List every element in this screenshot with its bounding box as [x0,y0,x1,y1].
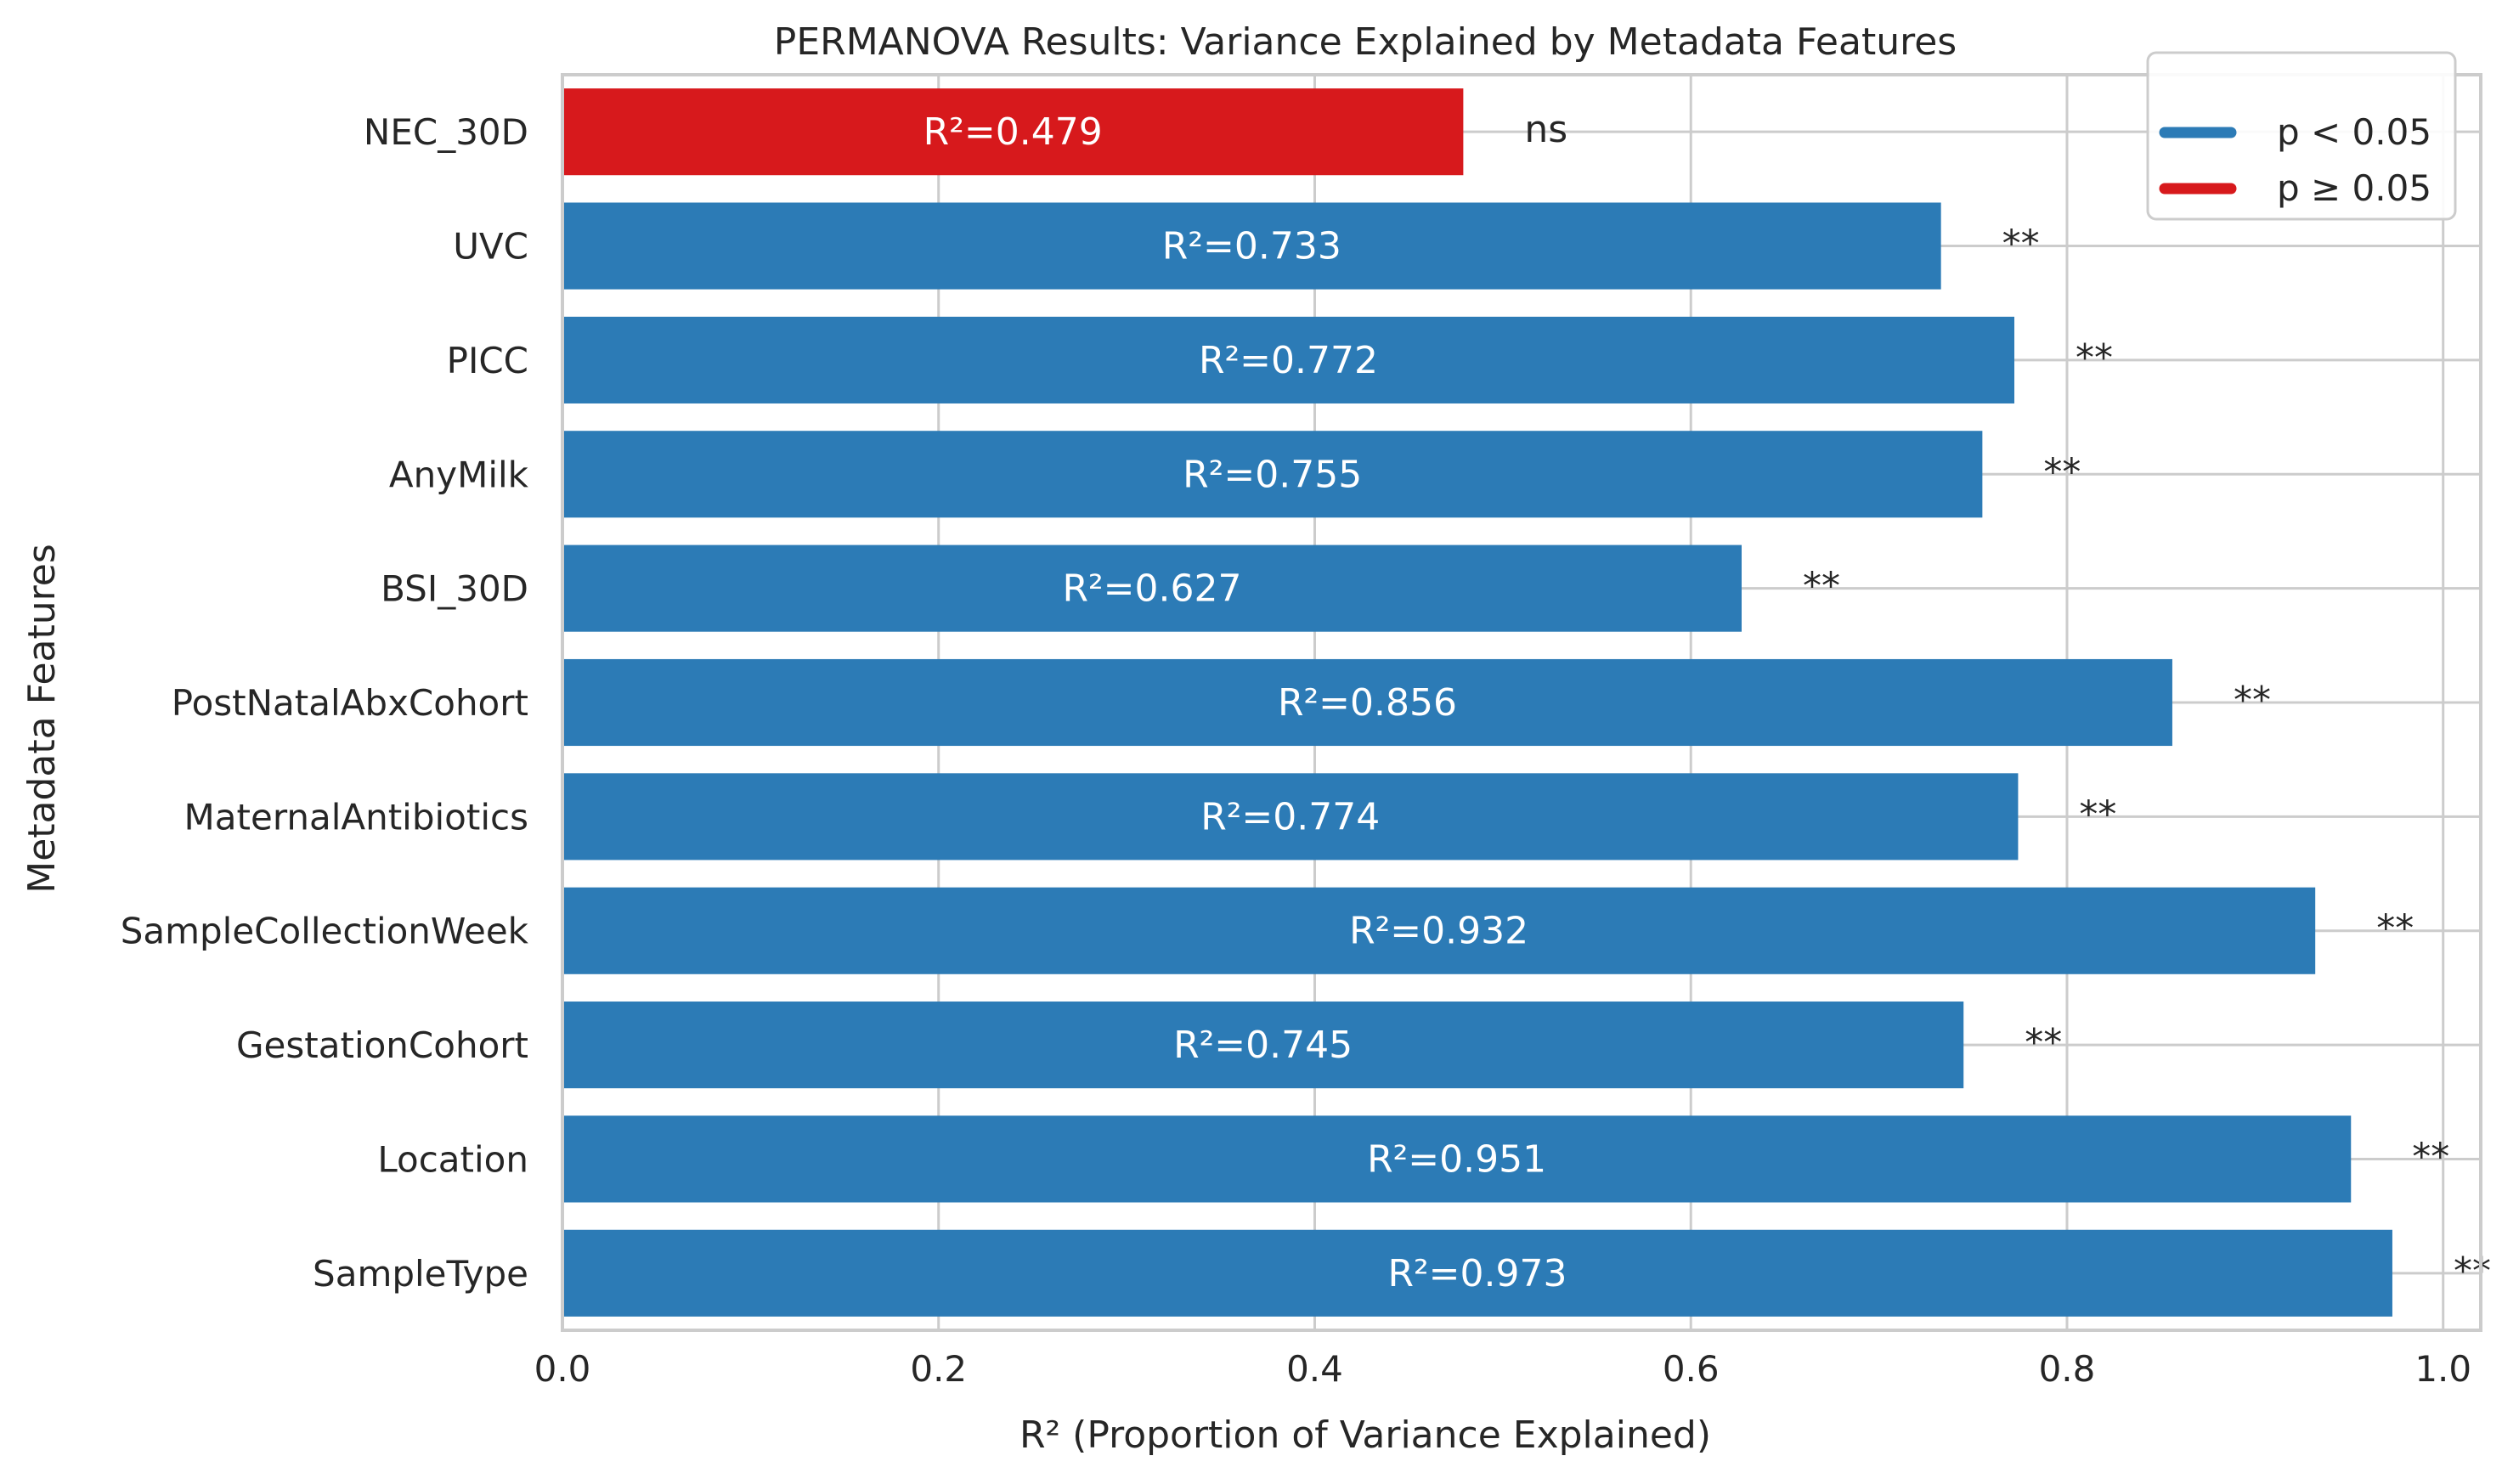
bar-SampleCollectionWeek [562,887,2316,974]
y-tick-label: NEC_30D [364,111,528,153]
legend-box [2146,51,2457,221]
y-tick-label: SampleType [313,1253,528,1295]
legend: p < 0.05 p ≥ 0.05 [2146,51,2457,221]
y-axis-label: Metadata Features [20,544,64,894]
y-tick-label: GestationCohort [236,1024,528,1066]
significance-marker: ** [2043,450,2081,494]
bar-UVC [562,202,1941,290]
bar-PostNatalAbxCohort [562,658,2172,747]
bar-value-label: R²=0.745 [1173,1024,1353,1067]
legend-label-nonsignificant: p ≥ 0.05 [2277,167,2431,209]
bar-value-label: R²=0.479 [923,110,1103,154]
y-tick-label: SampleCollectionWeek [121,911,529,952]
significance-marker: ** [2025,1021,2062,1064]
bar-value-label: R²=0.951 [1367,1137,1546,1181]
bar-GestationCohort [562,1002,1964,1089]
bar-NEC_30D [562,88,1464,176]
bar-value-label: R²=0.772 [1199,339,1378,382]
x-tick-label: 0.0 [534,1348,591,1390]
x-tick-label: 0.8 [2039,1348,2096,1390]
bar-value-label: R²=0.774 [1200,795,1380,838]
significance-marker: ** [2412,1135,2449,1178]
x-tick-label: 0.4 [1286,1348,1343,1390]
plot-frame [561,73,2482,1332]
significance-marker: ** [2076,336,2113,380]
bar-value-label: R²=0.627 [1062,567,1241,611]
significance-marker: ns [1524,108,1567,151]
y-tick-label: BSI_30D [381,568,528,610]
y-tick-label: MaternalAntibiotics [184,796,528,838]
bar-value-label: R²=0.973 [1387,1252,1567,1295]
bar-value-label: R²=0.755 [1183,453,1362,496]
bar-AnyMilk [562,431,1983,518]
bar-PICC [562,316,2014,403]
significance-marker: ** [2079,793,2116,836]
bar-layer: R²=0.479 ns R²=0.733 ** R²=0.772 ** R²=0.755 **… [562,88,2491,1317]
bar-BSI_30D [562,545,1742,632]
x-tick-label: 0.6 [1663,1348,1720,1390]
x-tick-label: 1.0 [2414,1348,2471,1390]
x-axis-label: R² (Proportion of Variance Explained) [1019,1413,1711,1457]
y-tick-label: Location [377,1138,528,1180]
bar-Location [562,1115,2352,1203]
y-tick-label: AnyMilk [389,454,529,495]
significance-marker: ** [2234,679,2271,722]
significance-marker: ** [1803,565,1840,608]
significance-marker: ** [2454,1250,2491,1293]
tick-layer: 0.0 0.2 0.4 0.6 0.8 1.0 NEC_30D UVC PICC AnyMilk B… [121,111,2471,1390]
significance-marker: ** [2376,907,2414,951]
chart-title: PERMANOVA Results: Variance Explained by… [774,20,1957,64]
bar-value-label: R²=0.733 [1162,225,1341,268]
bar-MaternalAntibiotics [562,773,2019,860]
x-tick-label: 0.2 [910,1348,967,1390]
bar-SampleType [562,1229,2392,1317]
y-tick-label: PostNatalAbxCohort [172,682,528,724]
y-tick-label: UVC [453,226,528,268]
bar-value-label: R²=0.856 [1278,681,1457,725]
significance-marker: ** [2002,223,2040,266]
bar-value-label: R²=0.932 [1349,910,1528,953]
legend-label-significant: p < 0.05 [2277,111,2431,153]
y-tick-label: PICC [447,340,528,381]
